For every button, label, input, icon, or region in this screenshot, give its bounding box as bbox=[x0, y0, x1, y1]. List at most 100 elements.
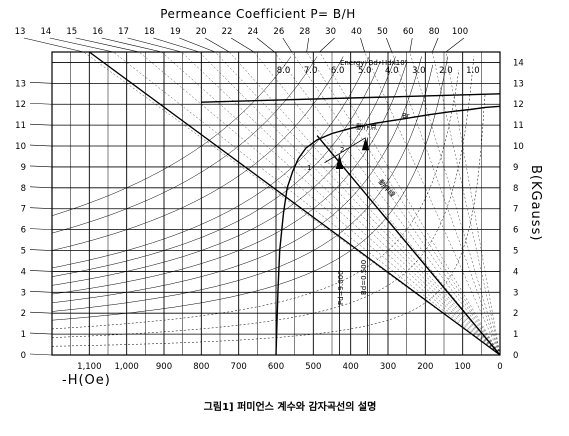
x-tick-label: 1,000 bbox=[114, 362, 138, 372]
y-tick-label-left: 12 bbox=[15, 100, 26, 110]
y-tick-label-left: 11 bbox=[15, 121, 26, 131]
permeance-label: 50 bbox=[377, 27, 388, 37]
chart-title: Permeance Coefficient P= B/H bbox=[160, 7, 355, 21]
y-tick-label-right: 11 bbox=[513, 121, 524, 131]
energy-curve bbox=[51, 56, 318, 234]
energy-curve bbox=[51, 56, 396, 286]
y-tick-leader bbox=[29, 228, 53, 230]
permeance-leader bbox=[360, 37, 365, 53]
permeance-line bbox=[364, 51, 501, 356]
load-line bbox=[316, 135, 501, 356]
energy-value-label: 1.0 bbox=[466, 66, 480, 76]
energy-value-label: 8.0 bbox=[277, 66, 291, 76]
permeance-line bbox=[214, 51, 501, 356]
y-tick-label-right: 1 bbox=[513, 330, 518, 340]
pd-label: Pd=9.000 bbox=[337, 270, 345, 305]
x-tick-label: 0 bbox=[497, 362, 502, 372]
permeance-line bbox=[306, 51, 501, 356]
x-tick-label: 500 bbox=[305, 362, 321, 372]
x-tick-label: 700 bbox=[231, 362, 247, 372]
y-tick-label-right: 8 bbox=[513, 184, 518, 194]
y-tick-leader bbox=[29, 207, 53, 210]
operating-point-2 bbox=[361, 137, 370, 151]
br-label: Br bbox=[402, 112, 410, 120]
permeance-leader bbox=[49, 37, 114, 53]
y-tick-label-left: 2 bbox=[21, 309, 26, 319]
permeance-label: 60 bbox=[403, 27, 414, 37]
energy-curve bbox=[51, 61, 381, 277]
y-tick-leader bbox=[29, 353, 53, 356]
x-tick-label: 800 bbox=[193, 362, 209, 372]
permeance-leader bbox=[101, 37, 162, 53]
permeance-leader bbox=[230, 37, 255, 53]
permeance-leader bbox=[75, 37, 140, 53]
y-tick-label-left: 0 bbox=[21, 351, 26, 361]
y-tick-leader bbox=[29, 102, 53, 105]
work-point-label: 動作点 bbox=[356, 122, 377, 131]
demagnetization-curve bbox=[275, 105, 501, 356]
y-tick-label-left: 1 bbox=[21, 330, 26, 340]
permeance-label: 28 bbox=[299, 27, 310, 37]
energy-curve bbox=[51, 56, 344, 251]
energy-curve bbox=[51, 56, 292, 216]
y-tick-leader bbox=[29, 270, 53, 272]
permeance-leader bbox=[409, 37, 413, 53]
permeance-label: 14 bbox=[40, 27, 51, 37]
permeance-leader bbox=[432, 37, 439, 53]
y-tick-label-left: 13 bbox=[15, 79, 26, 89]
energy-curve bbox=[51, 56, 475, 338]
y-tick-leader bbox=[29, 291, 53, 293]
x-tick-label: 1,100 bbox=[77, 362, 101, 372]
x-tick-label: 900 bbox=[156, 362, 172, 372]
permeance-leader bbox=[153, 37, 200, 53]
x-tick-label: 600 bbox=[268, 362, 284, 372]
br-line bbox=[201, 93, 501, 103]
y-tick-label-left: 9 bbox=[21, 163, 26, 173]
y-tick-label-right: 3 bbox=[513, 288, 518, 298]
y-tick-label-left: 10 bbox=[15, 142, 26, 152]
permeance-line bbox=[253, 51, 501, 356]
permeance-line bbox=[445, 51, 501, 356]
y-tick-label-left: 4 bbox=[21, 267, 26, 277]
y-tick-label-right: 13 bbox=[513, 79, 524, 89]
y-tick-label-right: 4 bbox=[513, 267, 518, 277]
permeance-leader bbox=[282, 37, 293, 53]
permeance-label: 17 bbox=[118, 27, 129, 37]
y-tick-leader bbox=[29, 123, 53, 126]
permeance-label: 80 bbox=[429, 27, 440, 37]
y-tick-leader bbox=[29, 144, 53, 147]
x-tick-label: 100 bbox=[455, 362, 471, 372]
figure-caption: 그림1] 퍼미언스 계수와 감자곡선의 설명 bbox=[204, 400, 377, 413]
energy-curve bbox=[51, 62, 407, 295]
y-tick-label-left: 6 bbox=[21, 226, 26, 236]
permeance-label: 24 bbox=[248, 27, 259, 37]
x-axis-label: -H(Oe) bbox=[62, 373, 111, 388]
y-tick-label-left: 3 bbox=[21, 288, 26, 298]
y-tick-label-left: 8 bbox=[21, 184, 26, 194]
series-layer bbox=[88, 51, 501, 356]
y-tick-label-right: 12 bbox=[513, 100, 524, 110]
permeance-leader bbox=[23, 37, 84, 53]
x-tick-label: 400 bbox=[343, 362, 359, 372]
permeance-leader bbox=[256, 37, 275, 53]
y-tick-leader bbox=[29, 186, 53, 189]
permeance-line bbox=[274, 51, 501, 356]
y-tick-leader bbox=[29, 82, 53, 84]
y-tick-label-right: 6 bbox=[513, 226, 518, 236]
y-tick-leader bbox=[29, 165, 53, 168]
tick-labels: 1,100 1,000 900 800 700 600 500 400 300 200 100 001… bbox=[15, 58, 524, 372]
permeance-line bbox=[319, 51, 501, 356]
energy-value-label: 3.0 bbox=[412, 66, 426, 76]
energy-curve bbox=[51, 69, 460, 330]
permeance-label: 20 bbox=[196, 27, 207, 37]
permeance-label: 19 bbox=[170, 27, 181, 37]
permeance-line bbox=[409, 51, 501, 356]
y-tick-label-right: 9 bbox=[513, 163, 518, 173]
point-1-label: 1 bbox=[307, 164, 311, 172]
y-tick-leader bbox=[29, 311, 53, 314]
permeance-line bbox=[391, 51, 501, 356]
y-tick-label-left: 7 bbox=[21, 205, 26, 215]
permeance-leader bbox=[205, 37, 230, 53]
permeance-label: 22 bbox=[222, 27, 233, 37]
